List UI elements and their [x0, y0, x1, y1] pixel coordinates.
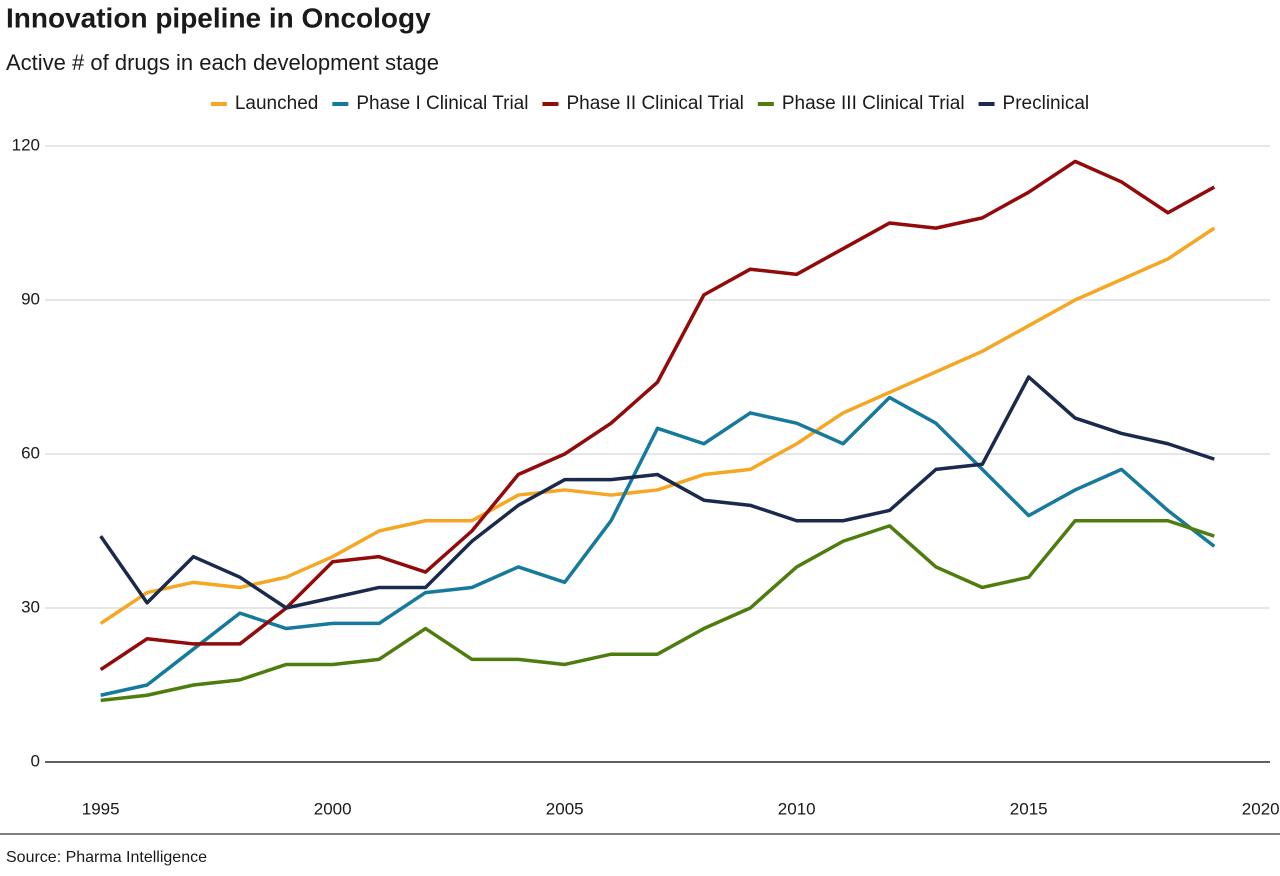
x-tick-label: 2005 [546, 799, 584, 818]
legend-label: Preclinical [1003, 93, 1090, 114]
x-tick-label: 2000 [314, 799, 352, 818]
y-tick-label: 0 [31, 751, 40, 770]
x-tick-label: 1995 [82, 799, 120, 818]
series-line [100, 518, 1215, 703]
series-line [99, 226, 1216, 625]
y-tick-label: 90 [21, 289, 40, 308]
y-tick-label: 120 [12, 135, 40, 154]
legend-label: Launched [235, 93, 318, 114]
series-line [99, 159, 1216, 672]
chart-subtitle: Active # of drugs in each development st… [6, 50, 439, 75]
x-tick-label: 2010 [778, 799, 816, 818]
series-line [99, 375, 1215, 610]
chart-title: Innovation pipeline in Oncology [6, 2, 431, 33]
x-tick-label: 2015 [1010, 799, 1048, 818]
y-tick-label: 60 [21, 443, 40, 462]
legend-label: Phase III Clinical Trial [782, 93, 965, 114]
source-note: Source: Pharma Intelligence [6, 849, 207, 866]
series-line [100, 395, 1216, 697]
legend-label: Phase II Clinical Trial [566, 93, 743, 114]
x-tick-label: 2020 [1242, 799, 1280, 818]
y-tick-label: 30 [21, 597, 40, 616]
legend-label: Phase I Clinical Trial [356, 93, 528, 114]
